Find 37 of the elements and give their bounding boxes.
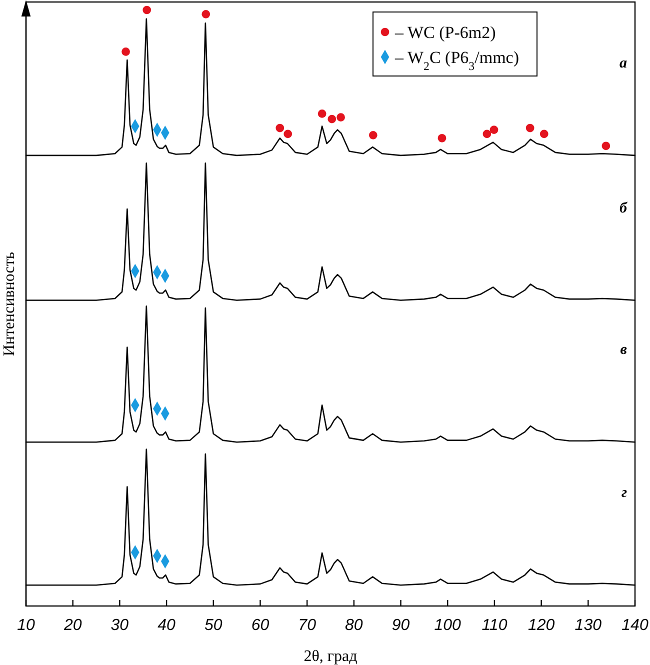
x-tick-label: 40: [158, 617, 176, 634]
point: [368, 130, 378, 140]
x-tick-label: 100: [434, 617, 462, 634]
x-tick-label: 50: [204, 617, 222, 634]
legend-label: – WC (P-6m2): [394, 23, 496, 42]
x-tick-label: 30: [110, 617, 129, 634]
point: [142, 6, 152, 14]
x-tick-label: 110: [482, 617, 508, 634]
x-axis-title: 2θ, град: [304, 648, 358, 665]
point: [328, 114, 336, 124]
y-axis-title: Интенсивность: [1, 252, 18, 356]
point: [202, 10, 210, 18]
annotation: г: [621, 485, 628, 502]
annotation: а: [620, 55, 628, 72]
point: [438, 134, 446, 142]
point: [490, 126, 498, 134]
x-tick-label: 130: [574, 617, 602, 634]
annotation: в: [620, 342, 628, 358]
point: [526, 124, 534, 132]
x-tick-label: 70: [298, 617, 316, 634]
x-tick-label: 20: [62, 617, 82, 634]
annotation: б: [620, 200, 628, 216]
legend-label: – W$_{2}$C (P6$_{3}$/mmc): [394, 48, 520, 73]
point: [318, 110, 326, 118]
point: [276, 124, 284, 132]
point: [336, 113, 345, 122]
x-tick-label: 120: [528, 617, 555, 634]
x-tick-label: 60: [251, 617, 270, 634]
point: [284, 130, 292, 138]
point: [540, 130, 548, 138]
point: [482, 130, 492, 138]
x-tick-label: 140: [622, 617, 648, 634]
x-tick-label: 10: [17, 617, 35, 634]
x-tick-label: 90: [392, 617, 410, 634]
point: [602, 142, 610, 150]
point: [122, 48, 130, 56]
x-tick-label: 80: [345, 617, 363, 634]
